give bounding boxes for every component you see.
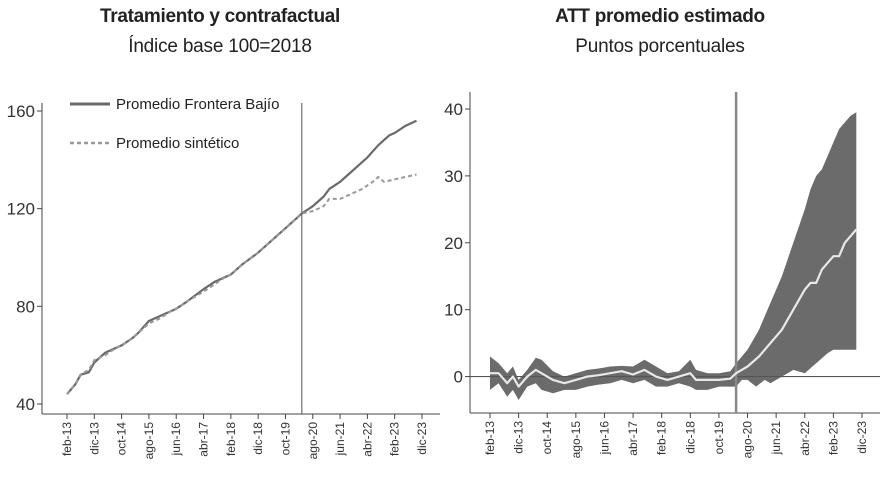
left-panel: Tratamiento y contrafactual Índice base … xyxy=(7,6,440,460)
right-chart-subtitle: Puntos porcentuales xyxy=(575,36,745,57)
x-tick-label: oct-14 xyxy=(540,421,554,455)
x-tick-label: feb-13 xyxy=(483,421,497,455)
x-tick-label: feb-13 xyxy=(60,422,74,456)
x-tick-label: feb-18 xyxy=(224,422,238,456)
y-tick-label: 120 xyxy=(7,200,35,219)
x-tick-label: dic-23 xyxy=(415,422,429,455)
y-tick-label: 160 xyxy=(7,102,35,121)
x-tick-label: dic-13 xyxy=(512,421,526,454)
confidence-band xyxy=(490,112,857,401)
x-tick-label: abr-22 xyxy=(798,421,812,456)
right-chart-svg: 0 10 20 30 40 feb-13 dic-13 oct-14 ago-15 jun-16 a… xyxy=(444,92,880,459)
x-tick-label: ago-15 xyxy=(569,421,583,459)
x-tick-label: oct-14 xyxy=(115,422,129,456)
y-tick-label: 40 xyxy=(16,395,35,414)
x-tick-label: abr-17 xyxy=(626,421,640,456)
x-tick-label: jun-16 xyxy=(597,421,611,456)
x-tick-label: abr-22 xyxy=(360,422,374,457)
right-panel: ATT promedio estimado Puntos porcentuale… xyxy=(440,0,880,479)
x-tick-label: dic-18 xyxy=(683,421,697,454)
x-tick-label: ago-15 xyxy=(142,422,156,460)
y-tick-label: 10 xyxy=(444,301,463,320)
x-tick-label: feb-18 xyxy=(655,421,669,455)
right-chart-title: ATT promedio estimado xyxy=(555,6,765,27)
x-tick-label: oct-19 xyxy=(712,421,726,455)
x-tick-label: jun-21 xyxy=(333,422,347,457)
x-tick-label: feb-23 xyxy=(826,421,840,455)
y-tick-label: 20 xyxy=(444,234,463,253)
x-tick-label: ago-20 xyxy=(306,422,320,460)
series-line-treated xyxy=(66,119,417,395)
x-tick-label: feb-23 xyxy=(388,422,402,456)
y-tick-label: 80 xyxy=(16,297,35,316)
x-tick-label: ago-20 xyxy=(741,421,755,459)
x-tick-label: abr-17 xyxy=(197,422,211,457)
x-tick-label: jun-21 xyxy=(769,421,783,456)
left-chart-svg: 40 80 120 160 feb-13 dic-13 oct-14 ago-15 jun-16… xyxy=(7,96,440,460)
y-tick-label: 0 xyxy=(454,368,463,387)
x-tick-label: dic-13 xyxy=(87,422,101,455)
legend-label: Promedio Frontera Bajío xyxy=(116,96,279,113)
y-tick-label: 40 xyxy=(444,100,463,119)
series-line-synthetic xyxy=(66,173,417,395)
x-tick-label: dic-23 xyxy=(855,421,869,454)
legend-label: Promedio sintético xyxy=(116,135,239,152)
left-chart-subtitle: Índice base 100=2018 xyxy=(128,36,312,57)
y-tick-label: 30 xyxy=(444,167,463,186)
left-chart-title: Tratamiento y contrafactual xyxy=(99,6,341,27)
series-line-treated xyxy=(490,228,858,388)
x-tick-label: jun-16 xyxy=(169,422,183,457)
x-tick-label: dic-18 xyxy=(251,422,265,455)
x-tick-label: oct-19 xyxy=(278,422,292,456)
